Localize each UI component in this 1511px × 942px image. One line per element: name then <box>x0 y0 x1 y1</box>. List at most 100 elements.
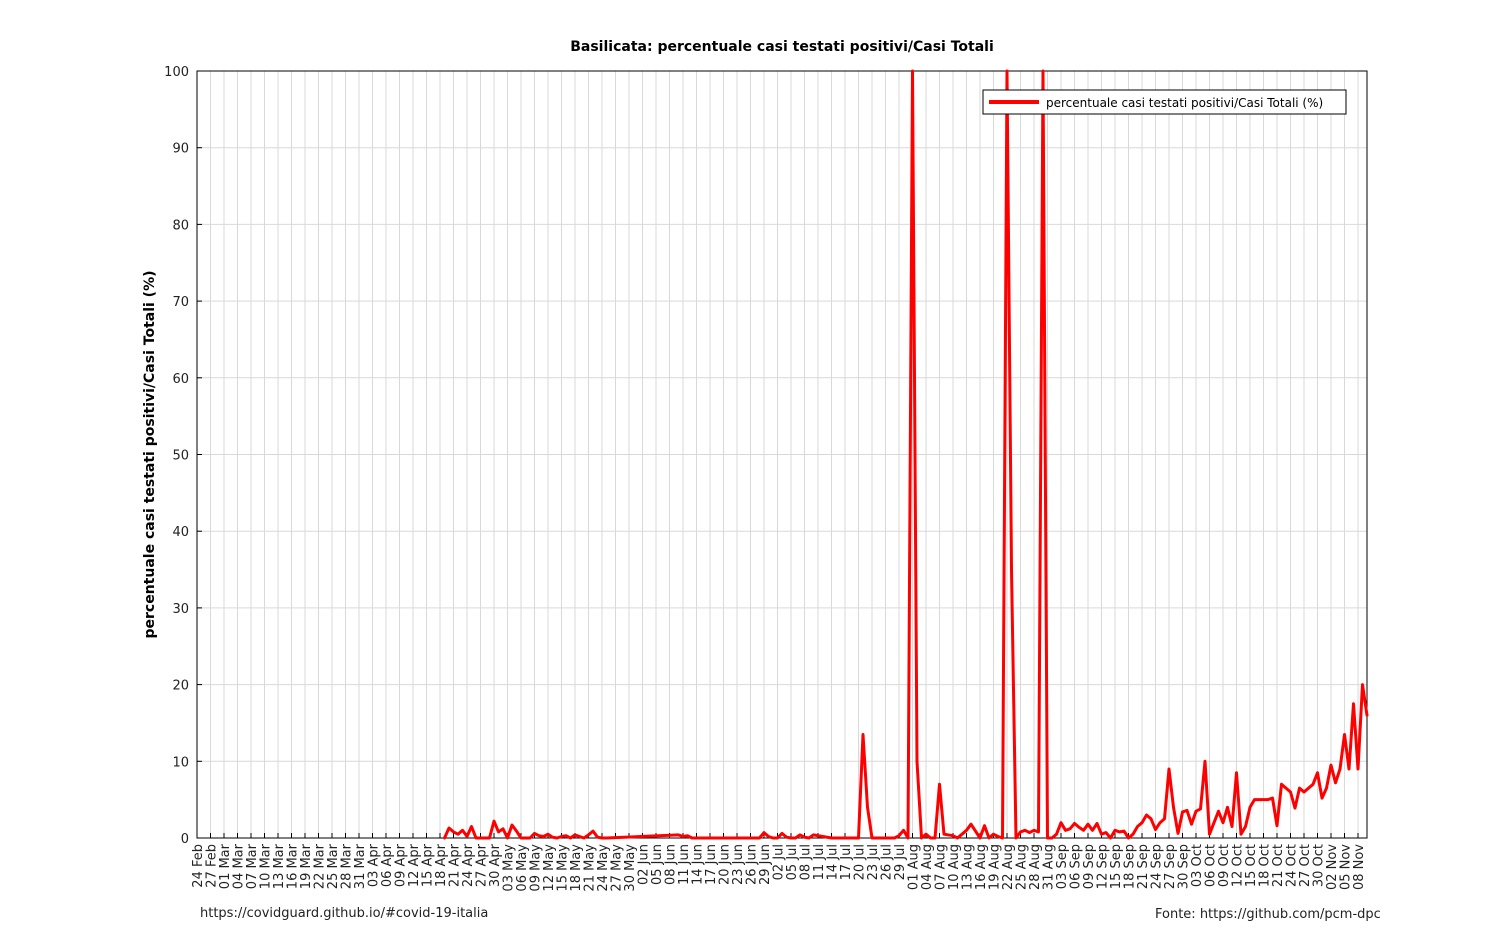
x-tick-label: 18 Apr <box>434 843 449 887</box>
y-axis-label: percentuale casi testati positivi/Casi T… <box>142 270 158 638</box>
x-tick-label: 15 Sep <box>1109 844 1124 889</box>
x-tick-label: 31 Aug <box>1042 844 1057 890</box>
x-tick-label: 05 Jun <box>650 844 665 885</box>
grid-lines <box>196 70 1367 839</box>
y-tick-label: 40 <box>172 525 189 540</box>
x-tick-label: 24 Sep <box>1150 844 1165 889</box>
x-tick-label: 17 Jul <box>839 844 854 880</box>
x-tick-label: 21 Oct <box>1271 844 1286 887</box>
x-tick-label: 08 Nov <box>1352 844 1367 890</box>
x-tick-label: 20 Jul <box>853 844 868 880</box>
x-tick-label: 08 Jul <box>799 844 814 880</box>
x-tick-label: 24 Oct <box>1285 844 1300 887</box>
x-tick-label: 24 Apr <box>461 843 476 887</box>
x-tick-label: 04 Aug <box>920 844 935 890</box>
x-tick-label: 21 Apr <box>448 843 463 887</box>
x-tick-label: 11 Jun <box>677 844 692 885</box>
x-tick-label: 16 Mar <box>286 843 301 889</box>
y-axis: 0 10 20 30 40 50 60 70 80 90 100 <box>164 65 202 847</box>
x-tick-label: 27 Sep <box>1163 844 1178 889</box>
x-tick-label: 07 Aug <box>934 844 949 890</box>
x-tick-label: 30 Apr <box>488 843 503 887</box>
x-tick-label: 06 Apr <box>380 843 395 887</box>
x-tick-label: 03 Oct <box>1190 844 1205 887</box>
x-tick-label: 24 Feb <box>191 844 206 888</box>
x-tick-label: 19 Aug <box>988 844 1003 890</box>
x-tick-label: 15 Apr <box>421 843 436 887</box>
x-tick-label: 30 May <box>623 844 638 892</box>
x-tick-label: 21 Sep <box>1136 844 1151 889</box>
x-tick-label: 27 Oct <box>1298 844 1313 887</box>
footer-source-right: Fonte: https://github.com/pcm-dpc <box>1155 907 1381 922</box>
x-tick-label: 06 May <box>515 844 530 892</box>
x-tick-label: 22 Mar <box>313 843 328 889</box>
x-tick-label: 08 Jun <box>664 844 679 885</box>
footer-source-left: https://covidguard.github.io/#covid-19-i… <box>200 906 489 921</box>
chart-title: Basilicata: percentuale casi testati pos… <box>570 39 994 55</box>
x-tick-label: 27 Feb <box>205 844 220 888</box>
x-tick-label: 09 Apr <box>394 843 409 887</box>
x-tick-label: 02 Jul <box>772 844 787 880</box>
x-tick-label: 05 Jul <box>785 844 800 880</box>
x-tick-label: 28 Mar <box>340 843 355 889</box>
x-tick-label: 26 Jun <box>745 844 760 885</box>
x-tick-label: 26 Jul <box>880 844 895 880</box>
x-tick-label: 02 Nov <box>1325 844 1340 890</box>
x-tick-label: 22 Aug <box>1001 844 1016 890</box>
x-tick-label: 10 Mar <box>259 843 274 889</box>
x-tick-label: 15 Oct <box>1244 844 1259 887</box>
x-tick-label: 13 Aug <box>961 844 976 890</box>
x-tick-label: 24 May <box>596 844 611 892</box>
x-tick-label: 30 Oct <box>1312 844 1327 887</box>
x-tick-label: 29 Jun <box>758 844 773 885</box>
y-tick-label: 80 <box>172 218 189 233</box>
x-tick-label: 12 Apr <box>407 843 422 887</box>
x-tick-label: 14 Jun <box>691 844 706 885</box>
y-tick-label: 90 <box>172 142 189 157</box>
x-tick-label: 25 Aug <box>1015 844 1030 890</box>
x-tick-label: 03 Sep <box>1055 844 1070 889</box>
x-tick-label: 02 Jun <box>637 844 652 885</box>
x-tick-label: 18 Oct <box>1258 844 1273 887</box>
x-tick-label: 16 Aug <box>974 844 989 890</box>
x-tick-label: 17 Jun <box>704 844 719 885</box>
x-tick-label: 09 Sep <box>1082 844 1097 889</box>
x-tick-label: 14 Jul <box>826 844 841 880</box>
y-tick-label: 0 <box>181 832 189 847</box>
legend: percentuale casi testati positivi/Casi T… <box>982 89 1347 115</box>
y-tick-label: 10 <box>172 755 189 770</box>
x-tick-label: 06 Oct <box>1204 844 1219 887</box>
y-tick-label: 70 <box>172 295 189 310</box>
x-tick-label: 23 Jul <box>866 844 881 880</box>
x-tick-label: 03 Apr <box>367 843 382 887</box>
x-tick-label: 23 Jun <box>731 844 746 885</box>
x-tick-label: 30 Sep <box>1177 844 1192 889</box>
x-tick-label: 12 Oct <box>1231 844 1246 887</box>
y-tick-label: 100 <box>164 65 189 80</box>
series-line <box>443 69 1369 840</box>
x-tick-label: 04 Mar <box>232 843 247 889</box>
x-tick-label: 13 Mar <box>272 843 287 889</box>
x-tick-label: 01 Aug <box>907 844 922 890</box>
x-tick-label: 31 Mar <box>353 843 368 889</box>
series-group <box>443 69 1369 840</box>
x-tick-label: 18 May <box>569 844 584 892</box>
x-tick-label: 29 Jul <box>893 844 908 880</box>
y-tick-label: 20 <box>172 679 189 694</box>
x-tick-label: 28 Aug <box>1028 844 1043 890</box>
legend-box <box>982 89 1347 115</box>
x-tick-label: 20 Jun <box>718 844 733 885</box>
x-tick-label: 12 Sep <box>1096 844 1111 889</box>
x-tick-label: 06 Sep <box>1069 844 1084 889</box>
y-tick-label: 30 <box>172 602 189 617</box>
x-tick-label: 11 Jul <box>812 844 827 880</box>
y-tick-label: 50 <box>172 449 189 464</box>
legend-entry: percentuale casi testati positivi/Casi T… <box>1046 96 1323 110</box>
x-tick-label: 19 Mar <box>299 843 314 889</box>
x-tick-label: 10 Aug <box>947 844 962 890</box>
x-tick-label: 01 Mar <box>218 843 233 889</box>
x-tick-label: 05 Nov <box>1339 844 1354 890</box>
x-tick-label: 27 May <box>610 844 625 892</box>
